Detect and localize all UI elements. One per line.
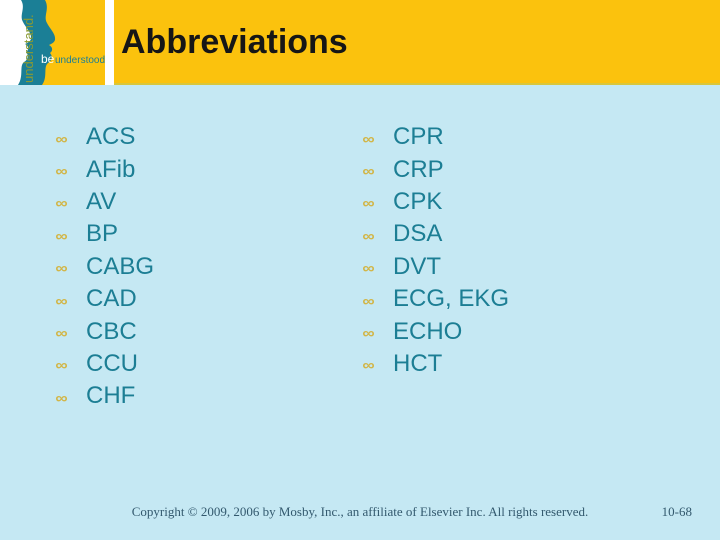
list-item: ∞ CPR (362, 121, 509, 153)
list-item: ∞ CABG (55, 251, 155, 283)
bullet-icon: ∞ (55, 389, 68, 407)
logo-understood-text: understood. (55, 55, 105, 66)
faces-logo-icon: understand. be understood. (0, 0, 108, 85)
bullet-icon: ∞ (362, 163, 375, 181)
abbreviation-label: CAD (86, 285, 137, 313)
abbreviation-label: CRP (393, 155, 444, 183)
logo-vertical-text: understand. (21, 14, 36, 83)
header-band (0, 0, 720, 85)
abbreviation-label: CPK (393, 187, 443, 215)
bullet-icon: ∞ (362, 292, 375, 310)
list-item: ∞ DVT (362, 251, 509, 283)
abbreviation-label: ECG, EKG (393, 285, 510, 313)
list-item: ∞ CBC (55, 315, 154, 347)
abbreviation-label: AFib (86, 155, 136, 183)
bullet-icon: ∞ (362, 227, 375, 245)
abbreviation-label: CABG (86, 252, 155, 280)
abbreviation-label: DVT (393, 252, 441, 280)
list-item: ∞ CCU (55, 348, 154, 380)
abbreviation-label: CBC (86, 317, 137, 345)
list-item: ∞ ECG, EKG (362, 283, 510, 315)
bullet-icon: ∞ (362, 260, 375, 278)
list-item: ∞ CPK (362, 186, 509, 218)
abbreviation-label: BP (86, 220, 119, 248)
list-item: ∞ AV (55, 186, 154, 218)
slide-title: Abbreviations (121, 23, 348, 61)
bullet-icon: ∞ (55, 163, 68, 181)
list-item: ∞ HCT (362, 348, 509, 380)
bullet-icon: ∞ (55, 260, 68, 278)
bullet-icon: ∞ (362, 357, 375, 375)
be-understood-logo: understand. be understood. (0, 0, 108, 85)
abbreviation-list-left: ∞ ACS ∞ AFib ∞ AV ∞ BP ∞ CABG ∞ CAD ∞ CBC ∞ CCU … (55, 121, 155, 413)
list-item: ∞ CRP (362, 153, 509, 185)
bullet-icon: ∞ (55, 227, 68, 245)
bullet-icon: ∞ (55, 292, 68, 310)
list-item: ∞ ACS (55, 121, 154, 153)
bullet-icon: ∞ (55, 195, 68, 213)
abbreviation-list-right: ∞ CPR ∞ CRP ∞ CPK ∞ DSA ∞ DVT ∞ ECG, EKG ∞ ECHO… (362, 121, 510, 380)
list-item: ∞ DSA (362, 218, 509, 250)
slide-number: 10-68 (661, 504, 692, 519)
bullet-icon: ∞ (362, 325, 375, 343)
abbreviation-label: CPR (393, 123, 444, 151)
list-item: ∞ BP (55, 218, 154, 250)
bullet-icon: ∞ (362, 195, 375, 213)
abbreviation-label: HCT (393, 349, 443, 377)
bullet-icon: ∞ (55, 357, 68, 375)
abbreviation-label: CCU (86, 349, 138, 377)
list-item: ∞ ECHO (362, 315, 509, 347)
bullet-icon: ∞ (55, 325, 68, 343)
abbreviation-label: AV (86, 187, 117, 215)
bullet-icon: ∞ (362, 130, 375, 148)
logo-be-text: be (41, 52, 55, 66)
abbreviation-label: ECHO (393, 317, 463, 345)
list-item: ∞ AFib (55, 153, 154, 185)
list-item: ∞ CAD (55, 283, 154, 315)
bullet-icon: ∞ (55, 130, 68, 148)
copyright-notice: Copyright © 2009, 2006 by Mosby, Inc., a… (131, 504, 589, 519)
abbreviation-label: ACS (86, 123, 136, 151)
logo-divider (105, 0, 114, 85)
abbreviation-label: DSA (393, 220, 443, 248)
list-item: ∞ CHF (55, 380, 154, 412)
abbreviation-label: CHF (86, 382, 136, 410)
